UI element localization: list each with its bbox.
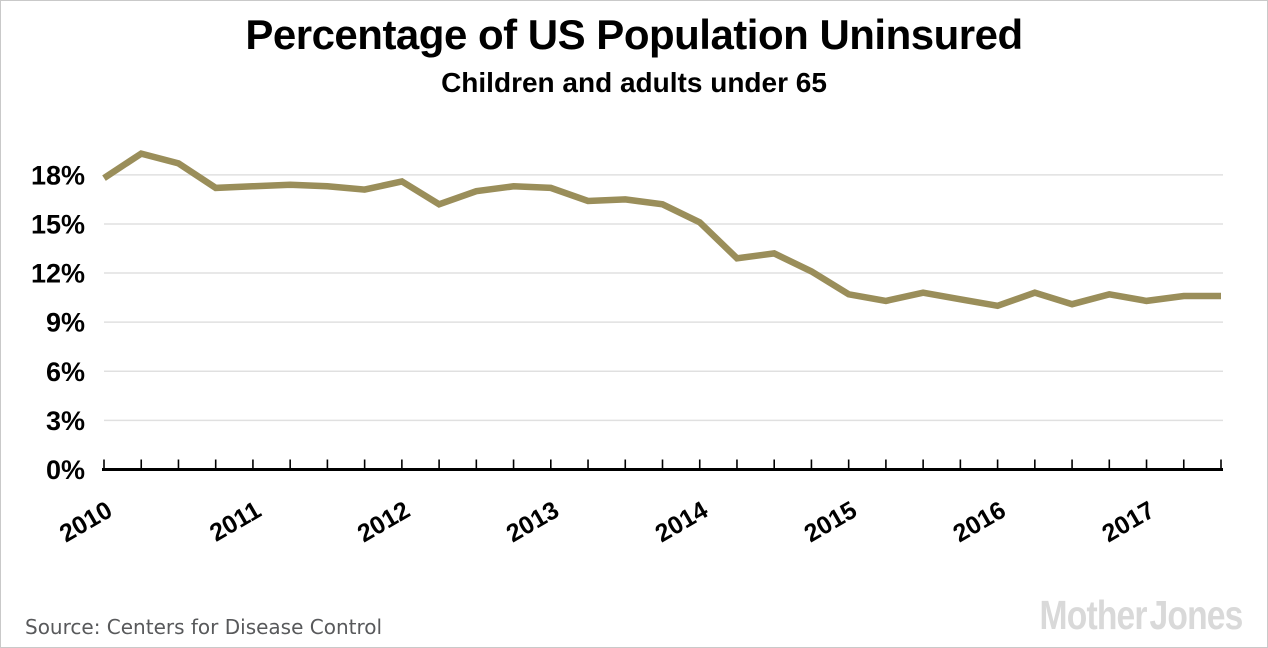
y-axis-label-0%: 0% [46, 455, 85, 485]
x-axis-label-2011: 2011 [205, 496, 266, 547]
y-axis-label-3%: 3% [46, 406, 85, 436]
y-axis-label-15%: 15% [31, 209, 85, 239]
uninsured-data-line [102, 150, 1221, 310]
x-axis-label-2017: 2017 [1097, 496, 1159, 548]
chart-title: Percentage of US Population Uninsured [245, 11, 1023, 58]
source-note: Source: Centers for Disease Control [25, 615, 383, 639]
y-axis-label-6%: 6% [46, 357, 85, 387]
chart-subtitle: Children and adults under 65 [441, 67, 827, 98]
x-axis-label-2014: 2014 [651, 496, 713, 548]
motherjones-logo: Mother Jones [1040, 592, 1244, 638]
x-axis-label-2016: 2016 [948, 496, 1010, 548]
x-axis-label-2013: 2013 [502, 496, 564, 548]
x-axis-label-2012: 2012 [353, 496, 415, 548]
x-axis-label-2010: 2010 [55, 496, 117, 548]
y-axis-label-18%: 18% [31, 160, 85, 190]
y-axis-label-9%: 9% [46, 308, 85, 338]
x-axis-label-2015: 2015 [799, 496, 861, 548]
y-axis-label-12%: 12% [31, 259, 85, 289]
